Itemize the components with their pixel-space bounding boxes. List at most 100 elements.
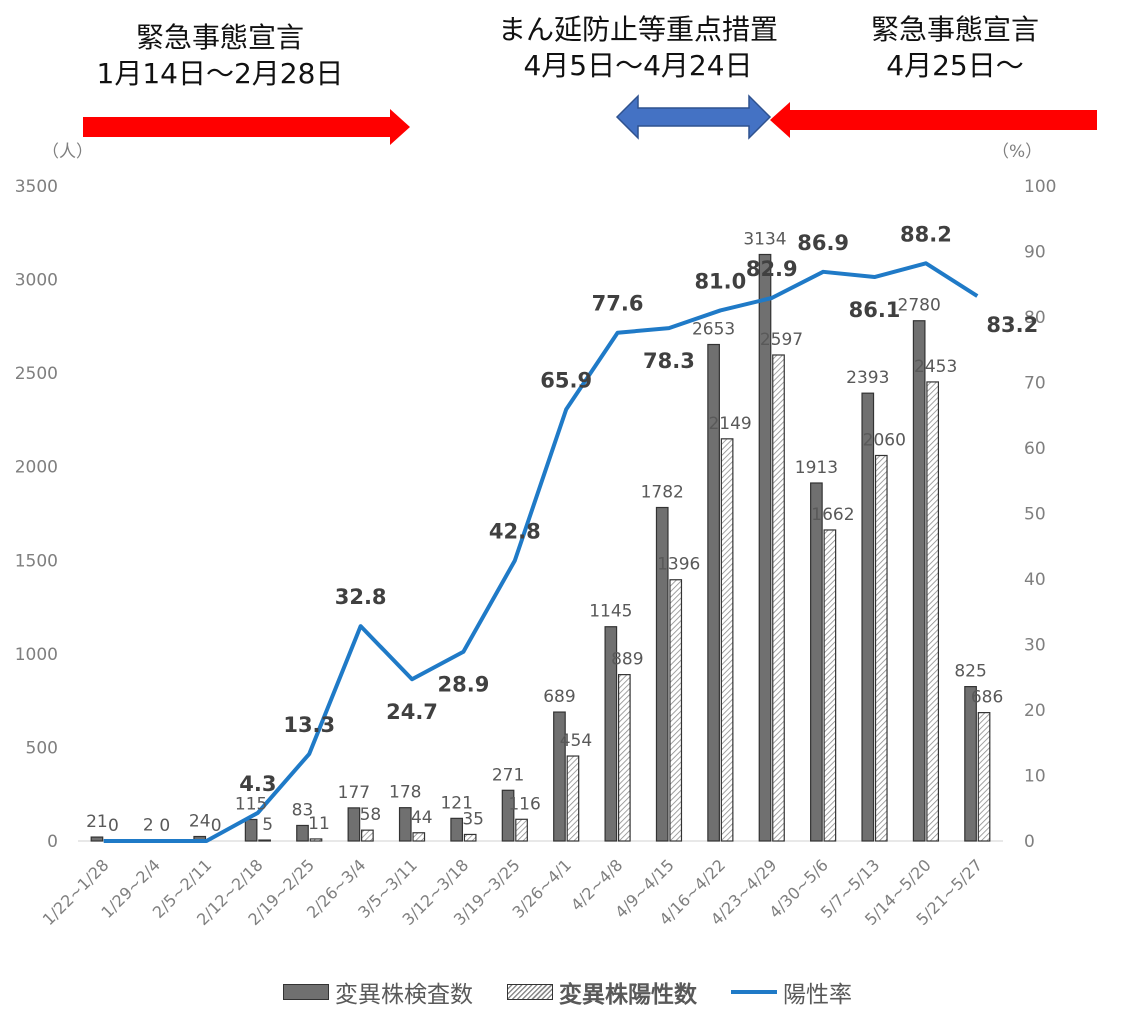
bar-positive-label: 0 [211,816,222,836]
bar-positive [412,832,426,842]
bar-tested-label: 271 [492,765,524,785]
banner-quasi-period: 4月5日～4月24日 [523,49,753,82]
bar-positive [772,354,785,842]
bar-positive [258,839,271,842]
bar-tested-label: 2 [143,816,154,836]
bar-tested-label: 21 [86,812,108,832]
bar-tested-label: 83 [292,800,314,820]
y-left-tick-label: 1000 [15,645,58,665]
y-right-tick-label: 30 [1024,636,1046,656]
rate-label: 24.7 [386,700,438,724]
rate-label: 82.9 [746,257,798,281]
bar-tested [912,320,926,842]
bar-positive [977,712,991,842]
bar-tested [347,807,361,842]
bar-tested-label: 1145 [589,602,632,622]
bar-positive [720,438,734,842]
axes: 0500100015002000250030003500010203040506… [15,142,1057,852]
rate-line [103,261,979,843]
bar-positive [669,579,683,842]
y-left-tick-label: 500 [26,738,58,758]
legend-swatch-line [731,990,777,994]
bar-tested [244,818,258,842]
bar-tested-label: 115 [235,794,267,814]
banner-emergency-1: 緊急事態宣言 1月14日～2月28日 [70,20,370,92]
bar-positive-label: 2149 [708,414,751,434]
bar-positive-label: 2060 [863,430,906,450]
bar-positive [926,381,940,842]
bar-tested [810,482,823,842]
bar-positive-label: 11 [308,814,330,834]
bar-positive [463,833,477,842]
y-right-tick-label: 20 [1024,701,1046,721]
category-labels: 1/22~1/281/29~2/42/5~2/112/12~2/182/19~2… [39,855,986,929]
legend-label-tested: 変異株検査数 [335,982,473,1008]
rate-label: 83.2 [986,313,1038,337]
bar-positive-label: 2597 [760,330,803,350]
y-right-unit: （%） [992,142,1042,162]
rate-label: 86.9 [797,231,849,255]
bar-tested [90,836,104,842]
legend-item-positive: 変異株陽性数 [507,975,697,1009]
data-labels: 21 0 2 0 24 011554.3831113.31775832.81784424.… [86,222,1038,836]
bar-positive-label: 5 [262,815,273,835]
quasi-arrow [615,94,772,140]
banner-emergency-1-period: 1月14日～2月28日 [96,57,344,90]
bar-positive-label: 0 [159,816,170,836]
bar-tested [398,807,412,842]
y-right-tick-label: 10 [1024,767,1046,787]
legend-label-rate: 陽性率 [783,982,852,1008]
y-left-tick-label: 3000 [15,271,58,291]
bar-positive-label: 44 [411,808,433,828]
bar-positive-label: 58 [360,805,382,825]
bar-tested [604,626,618,842]
rate-label: 13.3 [283,713,335,737]
y-right-tick-label: 100 [1024,177,1056,197]
bar-positive-label: 889 [611,650,643,670]
bar-positive-label: 2453 [914,357,957,377]
legend-item-rate: 陽性率 [731,975,852,1009]
bar-positive-label: 686 [971,688,1003,708]
bar-tested-label: 689 [543,687,575,707]
rate-label: 77.6 [592,292,644,316]
rate-label: 42.8 [489,520,541,544]
rate-label: 81.0 [694,269,746,293]
banner-emergency-2-title: 緊急事態宣言 [870,13,1039,46]
y-left-tick-label: 3500 [15,177,58,197]
y-right-tick-label: 0 [1024,832,1035,852]
bar-tested [450,817,464,842]
bar-positive [309,838,323,842]
bar-positive-label: 35 [462,809,484,829]
bar-positive [361,829,374,842]
y-left-tick-label: 1500 [15,551,58,571]
banner-emergency-2: 緊急事態宣言 4月25日～ [830,12,1080,84]
bar-tested-label: 825 [954,662,986,682]
emergency-arrow-2 [770,102,1097,138]
rate-label: 86.1 [849,298,901,322]
y-right-tick-label: 80 [1024,308,1046,328]
bar-positive-label: 0 [108,816,119,836]
emergency-arrow-1 [83,109,410,145]
y-right-tick-label: 90 [1024,243,1046,263]
bar-tested-label: 177 [338,783,370,803]
legend-item-tested: 変異株検査数 [283,975,473,1009]
banner-emergency-1-title: 緊急事態宣言 [135,21,304,54]
bar-tested-label: 1913 [795,458,838,478]
chart: 0500100015002000250030003500010203040506… [15,94,1097,929]
bar-positive [874,454,888,842]
bar-positive [823,529,837,842]
bar-positive-label: 1396 [657,555,700,575]
legend: 変異株検査数 変異株陽性数 陽性率 [0,975,1135,1009]
bar-positive [515,818,528,842]
bar-tested-label: 2780 [898,296,941,316]
bars [90,253,991,842]
y-left-tick-label: 0 [47,832,58,852]
bar-tested-label: 3134 [743,229,786,249]
rate-label: 78.3 [643,349,695,373]
y-right-tick-label: 50 [1024,505,1046,525]
banner-quasi: まん延防止等重点措置 4月5日～4月24日 [458,12,818,84]
y-right-tick-label: 40 [1024,570,1046,590]
period-arrows [83,94,1097,145]
banner-quasi-title: まん延防止等重点措置 [497,13,778,46]
y-left-tick-label: 2000 [15,458,58,478]
